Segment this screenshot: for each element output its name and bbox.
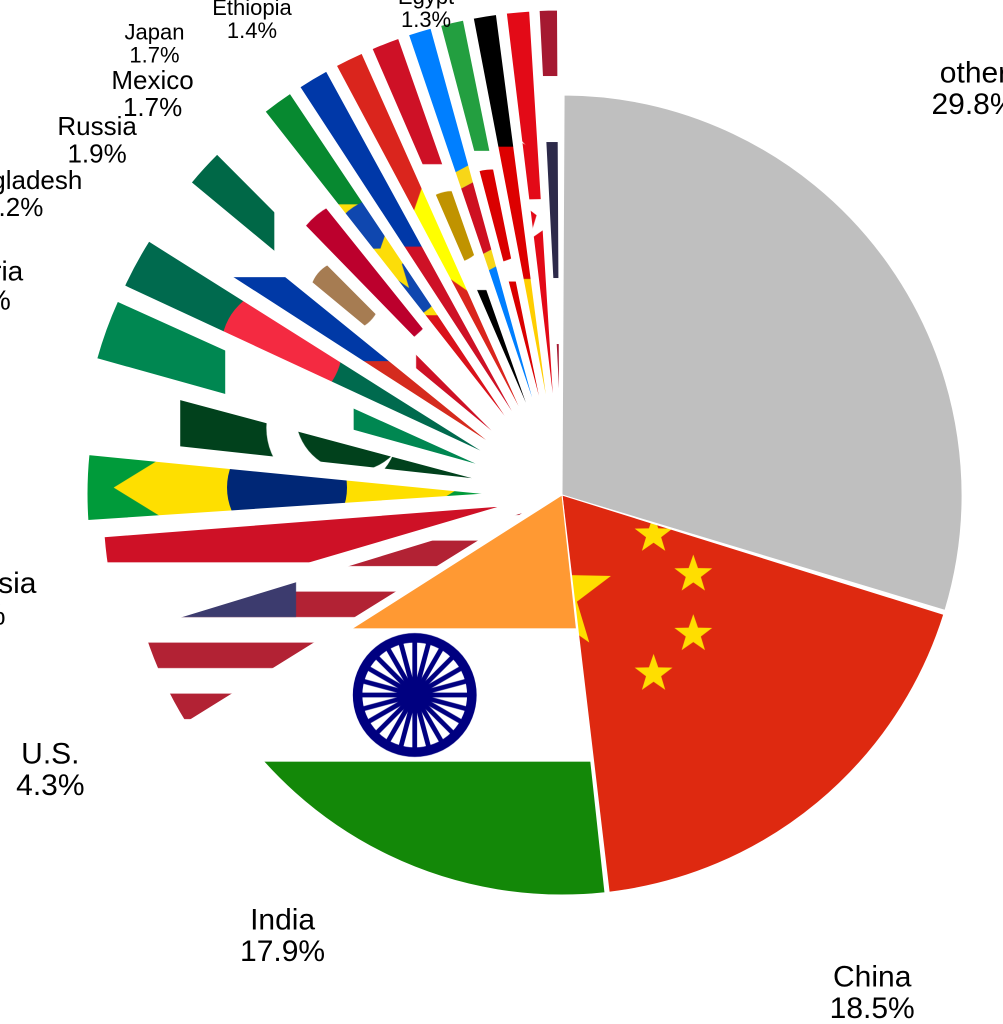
slice-percent: 3.5% xyxy=(0,599,6,632)
slice-percent: 4.3% xyxy=(16,769,84,802)
slice-label: China18.5% xyxy=(830,961,915,1024)
slice-name: U.S. xyxy=(21,737,79,770)
slice-name: China xyxy=(833,961,912,994)
slice-label: U.S.4.3% xyxy=(16,737,84,802)
slice-name: Japan xyxy=(125,19,185,44)
slice-percent: 1.4% xyxy=(227,18,277,43)
slice-percent: 1.3% xyxy=(401,7,451,32)
slice-name: Mexico xyxy=(111,65,193,95)
slice-percent: 17.9% xyxy=(240,935,325,968)
slice-percent: 1.7% xyxy=(129,42,179,67)
slice-label: Japan1.7% xyxy=(125,19,185,67)
slice-label: Egypt1.3% xyxy=(398,0,454,32)
slice-name: Indonesia xyxy=(0,567,37,600)
slice-percent: 29.8% xyxy=(931,88,1003,121)
slice-name: Nigeria xyxy=(0,255,24,286)
slice-label: India17.9% xyxy=(240,904,325,969)
slice-percent: 1.7% xyxy=(123,92,182,122)
slice-label: other29.8% xyxy=(931,57,1003,122)
slice-name: Ethiopia xyxy=(212,0,292,20)
population-pie-chart: other29.8% China18.5% India17.9% U.S.4.3% In… xyxy=(0,0,1003,1024)
slice-name: other xyxy=(940,57,1003,90)
slice-percent: 2.2% xyxy=(0,192,43,222)
slice-name: India xyxy=(250,904,315,937)
slice-name: Bangladesh xyxy=(0,165,82,195)
slice-percent: 1.9% xyxy=(67,138,126,168)
slice-percent: 2.6% xyxy=(0,285,11,316)
slice-percent: 18.5% xyxy=(830,992,915,1024)
slice-label: Mexico1.7% xyxy=(111,65,193,122)
